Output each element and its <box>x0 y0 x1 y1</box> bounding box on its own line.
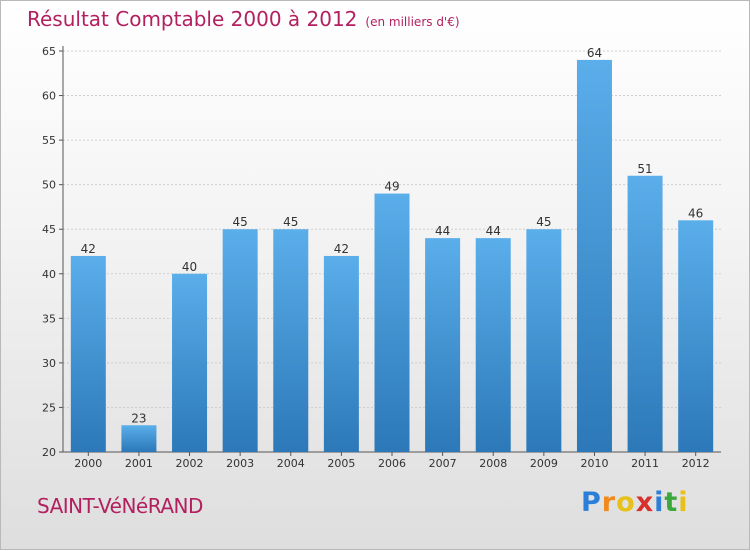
x-tick-label: 2011 <box>631 457 659 470</box>
bar-value-label: 44 <box>486 224 501 238</box>
bar-value-label: 42 <box>81 242 96 256</box>
logo-letter: x <box>635 487 655 518</box>
bar-value-label: 45 <box>233 215 248 229</box>
bar <box>475 238 511 452</box>
bar-value-label: 23 <box>131 411 146 425</box>
x-tick-label: 2004 <box>277 457 305 470</box>
x-tick-label: 2012 <box>682 457 710 470</box>
bar <box>222 229 258 452</box>
chart-subtitle: (en milliers d'€) <box>365 15 460 29</box>
x-tick-label: 2006 <box>378 457 406 470</box>
bar <box>70 255 106 452</box>
proxiti-logo: Proxiti <box>581 487 689 518</box>
y-tick-label: 50 <box>42 179 56 192</box>
bar <box>323 255 359 452</box>
bar <box>374 193 410 453</box>
bar <box>121 425 157 452</box>
y-tick-label: 55 <box>42 134 56 147</box>
logo-letter: r <box>601 487 617 518</box>
y-tick-label: 20 <box>42 446 56 459</box>
town-name: SAINT-VéNéRAND <box>37 494 203 518</box>
y-tick-label: 35 <box>42 312 56 325</box>
x-tick-label: 2002 <box>176 457 204 470</box>
x-tick-label: 2008 <box>479 457 507 470</box>
bar-value-label: 40 <box>182 260 197 274</box>
bar-value-label: 64 <box>587 46 602 60</box>
logo-letter: P <box>581 487 602 518</box>
title-text: Résultat Comptable 2000 à 2012 <box>27 7 358 31</box>
y-tick-label: 30 <box>42 357 56 370</box>
bar <box>172 273 208 452</box>
bar <box>627 175 663 452</box>
bar-value-label: 49 <box>384 180 399 194</box>
bar <box>273 229 309 452</box>
labels: 20 25 30 35 40 45 50 55 60 65 42 2000 23 2001 40 2002 45… <box>42 45 710 470</box>
logo-letter: i <box>678 487 689 518</box>
logo-letter: o <box>616 487 636 518</box>
y-tick-label: 25 <box>42 401 56 414</box>
bar-value-label: 51 <box>637 162 652 176</box>
logo-letter: t <box>664 487 679 518</box>
bars <box>70 59 714 453</box>
bar-value-label: 44 <box>435 224 450 238</box>
bar-value-label: 45 <box>283 215 298 229</box>
bar-value-label: 45 <box>536 215 551 229</box>
x-tick-label: 2005 <box>327 457 355 470</box>
y-tick-label: 60 <box>42 90 56 103</box>
bar <box>576 59 612 453</box>
bar <box>678 220 714 452</box>
x-tick-label: 2007 <box>429 457 457 470</box>
x-tick-label: 2009 <box>530 457 558 470</box>
y-tick-label: 40 <box>42 268 56 281</box>
bar-value-label: 46 <box>688 206 703 220</box>
x-tick-label: 2003 <box>226 457 254 470</box>
y-tick-label: 65 <box>42 45 56 58</box>
chart-title: Résultat Comptable 2000 à 2012 (en millie… <box>27 7 460 31</box>
logo-letter: i <box>654 487 665 518</box>
x-tick-label: 2001 <box>125 457 153 470</box>
x-tick-label: 2000 <box>74 457 102 470</box>
bar <box>425 238 461 452</box>
bar-value-label: 42 <box>334 242 349 256</box>
x-tick-label: 2010 <box>580 457 608 470</box>
y-tick-label: 45 <box>42 223 56 236</box>
bar <box>526 229 562 452</box>
